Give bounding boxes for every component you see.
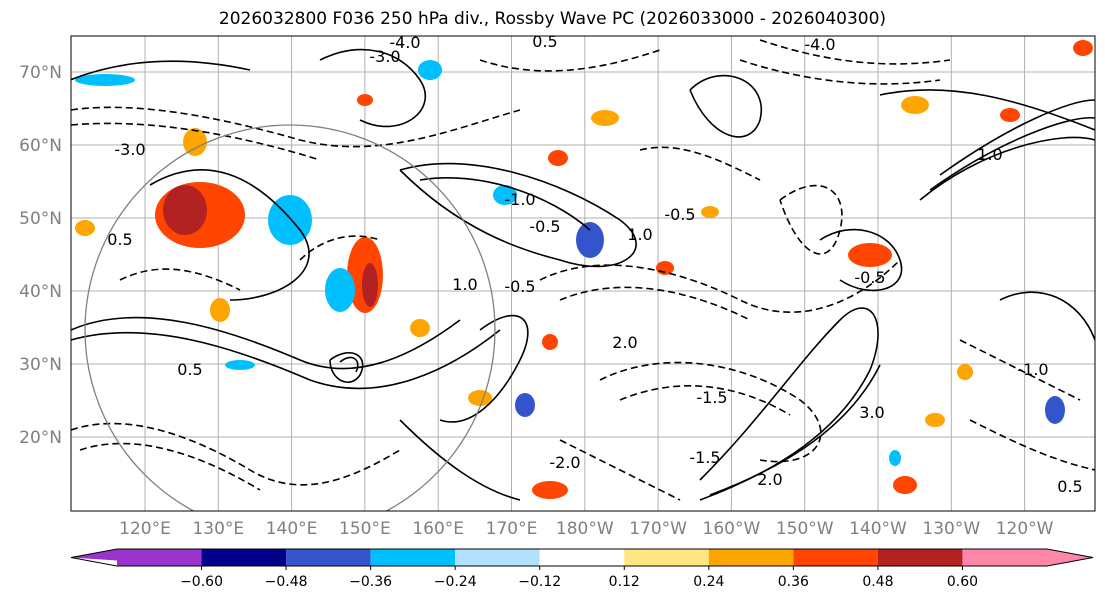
lat-label: 20°N xyxy=(19,428,62,448)
contour-label: -1.0 xyxy=(504,190,535,209)
contour-label: 2.0 xyxy=(757,470,782,489)
contour-label: -2.0 xyxy=(549,453,580,472)
colorbar-tick-label: 0.60 xyxy=(947,574,978,590)
colorbar-tick-label: −0.48 xyxy=(265,574,308,590)
contour-label: -4.0 xyxy=(804,35,835,54)
lon-label: 120°E xyxy=(119,519,171,539)
colorbar-tick-label: −0.60 xyxy=(180,574,223,590)
lon-label: 170°E xyxy=(486,519,538,539)
lon-label: 140°W xyxy=(849,519,907,539)
colorbar-segment xyxy=(286,549,371,566)
map-background xyxy=(71,36,1095,511)
contour-label: 0.5 xyxy=(177,360,202,379)
contour-label: -1.5 xyxy=(689,448,720,467)
longitude-labels: 120°E 130°E 140°E 150°E 160°E 170°E 180°W 170°W… xyxy=(119,519,1054,539)
contour-label: -3.0 xyxy=(114,140,145,159)
colorbar-segment xyxy=(962,549,1047,566)
lon-label: 150°E xyxy=(339,519,391,539)
lon-label: 130°E xyxy=(192,519,244,539)
contour-label: 1.0 xyxy=(452,275,477,294)
lat-label: 60°N xyxy=(19,136,62,156)
contour-label: -0.5 xyxy=(664,205,695,224)
colorbar-segment xyxy=(370,549,456,566)
lat-label: 50°N xyxy=(19,209,62,229)
contour-label: -3.0 xyxy=(369,47,400,66)
contour-label: -0.5 xyxy=(854,268,885,287)
contour-label: -1.5 xyxy=(696,388,727,407)
contour-label: -0.5 xyxy=(529,217,560,236)
contour-label: -0.5 xyxy=(504,277,535,296)
colorbar-extend-max xyxy=(1047,549,1093,566)
lon-label: 180°W xyxy=(556,519,614,539)
lat-label: 30°N xyxy=(19,355,62,375)
colorbar-segment xyxy=(877,549,963,566)
colorbar-tick-label: 0.24 xyxy=(693,574,724,590)
colorbar-tick-label: 0.36 xyxy=(778,574,809,590)
colorbar-segment xyxy=(708,549,794,566)
map-border xyxy=(70,35,1096,512)
colorbar-segment xyxy=(624,549,709,566)
colorbar-tick-label: 0.48 xyxy=(862,574,893,590)
colorbar-segment xyxy=(117,549,202,566)
contour-label: 3.0 xyxy=(859,403,884,422)
negative-contours xyxy=(71,39,1095,501)
contour-label: -4.0 xyxy=(389,33,420,52)
lon-label: 160°E xyxy=(412,519,464,539)
colorbar-segment xyxy=(201,549,287,566)
contour-label: 1.0 xyxy=(977,145,1002,164)
lon-label: 170°W xyxy=(629,519,687,539)
contour-labels: -4.0-3.00.5-0.5 1.0-1.02.0-2.0 -1.53.0-0.5… xyxy=(107,32,1082,496)
latitude-labels: 70°N 60°N 50°N 40°N 30°N 20°N xyxy=(19,63,62,448)
positive-contours xyxy=(71,48,1095,501)
contour-label: 0.5 xyxy=(1057,477,1082,496)
colorbar-tick-label: 0.12 xyxy=(609,574,640,590)
contour-label: 2.0 xyxy=(612,333,637,352)
colorbar-outline xyxy=(70,548,1094,567)
colorbar-segment xyxy=(455,549,540,566)
colorbar: −0.60 −0.48 −0.36 −0.24 −0.12 0.12 0.24 0.36 0.4… xyxy=(70,548,1094,590)
contour-label: 1.0 xyxy=(627,225,652,244)
rossby-wave-pc-circle xyxy=(84,124,496,511)
colorbar-segment xyxy=(539,549,625,566)
lon-label: 120°W xyxy=(996,519,1054,539)
lon-label: 130°W xyxy=(922,519,980,539)
contour-label: 0.5 xyxy=(532,32,557,51)
figure-title: 2026032800 F036 250 hPa div., Rossby Wav… xyxy=(218,9,887,29)
lat-label: 40°N xyxy=(19,282,62,302)
colorbar-tick-label: −0.12 xyxy=(518,574,561,590)
lon-label: 150°W xyxy=(776,519,834,539)
colorbar-segment xyxy=(793,549,878,566)
contour-label: 0.5 xyxy=(107,230,132,249)
contour-label: -1.0 xyxy=(1017,360,1048,379)
lat-label: 70°N xyxy=(19,63,62,83)
colorbar-tick-label: −0.24 xyxy=(434,574,477,590)
lon-label: 160°W xyxy=(703,519,761,539)
lon-label: 140°E xyxy=(266,519,318,539)
colorbar-tick-label: −0.36 xyxy=(349,574,392,590)
